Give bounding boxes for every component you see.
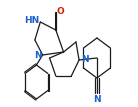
Text: N: N [93, 95, 101, 104]
Text: N: N [34, 51, 42, 59]
Text: O: O [57, 7, 65, 16]
Text: HN: HN [24, 16, 39, 25]
Text: N: N [81, 56, 88, 65]
